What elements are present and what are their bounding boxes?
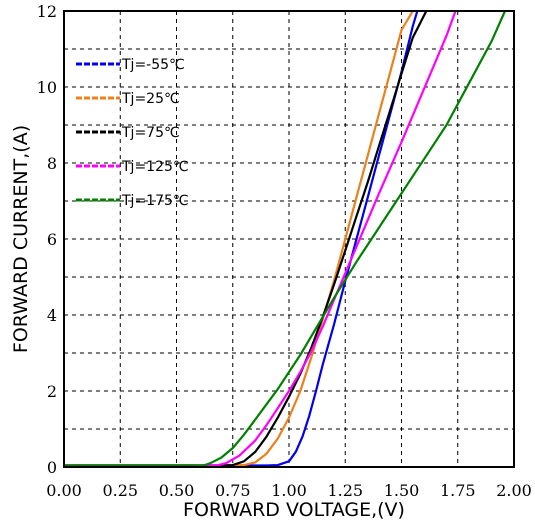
legend-label-3: Tj=125℃ bbox=[121, 159, 189, 175]
x-tick-labels: 0.00 0.25 0.50 0.75 1.00 1.25 1.50 1.75 2.00 bbox=[46, 481, 532, 500]
x-axis-title: FORWARD VOLTAGE,(V) bbox=[183, 499, 405, 521]
y-tick-label: 6 bbox=[47, 230, 57, 249]
y-axis-title: FORWARD CURRENT,(A) bbox=[10, 125, 32, 353]
x-tick-label: 0.75 bbox=[215, 481, 251, 500]
x-tick-label: 1.50 bbox=[384, 481, 420, 500]
series-line-0 bbox=[64, 10, 419, 467]
x-tick-label: 0.50 bbox=[159, 481, 195, 500]
y-tick-label: 12 bbox=[37, 2, 57, 21]
x-tick-label: 1.75 bbox=[440, 481, 476, 500]
series-line-3 bbox=[64, 10, 457, 467]
x-tick-label: 0.25 bbox=[102, 481, 138, 500]
series-line-4 bbox=[64, 10, 507, 467]
x-tick-label: 0.00 bbox=[46, 481, 82, 500]
legend-label-0: Tj=-55℃ bbox=[121, 57, 185, 73]
y-tick-label: 10 bbox=[37, 78, 57, 97]
legend-label-2: Tj=75℃ bbox=[121, 125, 180, 141]
plot-frame bbox=[63, 10, 515, 468]
y-tick-labels: 0 2 4 6 8 10 12 bbox=[37, 2, 57, 477]
y-tick-label: 4 bbox=[47, 306, 57, 325]
series-line-2 bbox=[64, 10, 428, 467]
x-tick-label: 1.00 bbox=[271, 481, 307, 500]
y-tick-label: 8 bbox=[47, 154, 57, 173]
legend-label-1: Tj=25℃ bbox=[121, 91, 180, 107]
y-tick-label: 2 bbox=[47, 382, 57, 401]
legend-label-4: Tj=175℃ bbox=[121, 193, 189, 209]
series-layer bbox=[64, 10, 507, 467]
legend: Tj=-55℃ Tj=25℃ Tj=75℃ Tj=125℃ Tj=175℃ bbox=[76, 57, 189, 209]
y-tick-label: 0 bbox=[47, 458, 57, 477]
x-tick-label: 2.00 bbox=[496, 481, 532, 500]
x-tick-label: 1.25 bbox=[327, 481, 363, 500]
